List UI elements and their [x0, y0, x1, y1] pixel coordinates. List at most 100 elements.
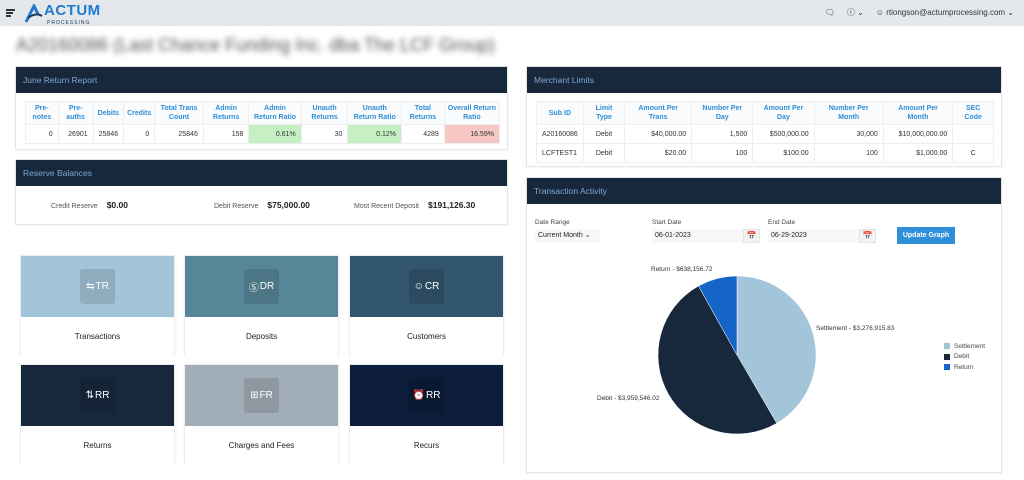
tile-abbr: TR: [95, 281, 109, 292]
table-cell: 4289: [401, 124, 445, 144]
table-cell: $1,000.00: [882, 143, 954, 163]
pie-slice-debit[interactable]: [657, 285, 778, 435]
tile-abbr: DR: [259, 281, 275, 292]
help-icon[interactable]: ⓘ ⌄: [846, 8, 864, 17]
tile-banner: ⊞ FR: [185, 365, 338, 426]
legend-swatch: [944, 364, 950, 371]
tile-label: Recurs: [350, 426, 503, 465]
pie-slice-settlement[interactable]: [736, 275, 817, 424]
pie-chart: [657, 275, 817, 435]
column-header: Total Trans Count: [154, 101, 204, 125]
column-header: Amount Per Trans: [624, 101, 693, 125]
logo[interactable]: ACTUM PROCESSING: [24, 3, 101, 26]
pie-label-return: Return - $638,156.72: [651, 266, 713, 273]
merchant-limits-table: Sub ID Limit Type Amount Per Trans Number P…: [536, 101, 994, 163]
column-header: Total Returns: [401, 101, 445, 125]
pie-slice-return[interactable]: [698, 275, 738, 356]
table-cell: 26901: [57, 124, 94, 144]
tile-label: Charges and Fees: [185, 426, 338, 465]
card-title: June Return Report: [16, 67, 507, 93]
debit-reserve-value: $75,000.00: [267, 200, 310, 210]
recent-deposit-label: Most Recent Deposit: [354, 203, 419, 210]
table-cell: $40,000.00: [624, 124, 693, 144]
table-cell: 0: [25, 124, 59, 144]
date-range-select[interactable]: Current Month ⌄: [535, 229, 600, 243]
tile-badge: ☺ CR: [409, 269, 444, 304]
tile-banner: ☺ CR: [350, 256, 503, 317]
tile-deposits[interactable]: Ⓢ DR Deposits: [184, 255, 339, 356]
table-cell: $10,000,000.00: [882, 124, 954, 144]
end-date-value: 06-29-2023: [771, 232, 807, 239]
table-cell: 0: [123, 124, 156, 144]
tile-returns[interactable]: ⇅ RR Returns: [20, 364, 175, 465]
chat-icon[interactable]: 🗨: [824, 8, 835, 17]
legend-item[interactable]: Debit: [944, 352, 985, 363]
table-cell: LCFTEST1: [536, 143, 584, 163]
column-header: SEC Code: [952, 101, 994, 125]
table-cell: 16.59%: [443, 124, 501, 144]
table-cell: 0.12%: [347, 124, 403, 144]
end-date-input[interactable]: 06-29-2023 📅: [768, 229, 876, 243]
table-cell: Debit: [582, 143, 626, 163]
alarm-clock-icon: ⏰: [412, 390, 425, 401]
table-cell: $500,000.00: [752, 124, 815, 144]
table-cell: [952, 124, 994, 144]
tile-label: Customers: [350, 317, 503, 356]
tile-badge: Ⓢ DR: [244, 269, 279, 304]
credit-reserve-value: $0.00: [106, 200, 128, 210]
menu-icon[interactable]: [6, 9, 15, 17]
update-graph-button[interactable]: Update Graph: [897, 227, 955, 244]
column-header: Amount Per Day: [752, 101, 815, 125]
calendar-icon[interactable]: 📅: [859, 229, 876, 243]
plus-square-icon: ⊞: [250, 390, 259, 401]
tile-recurs[interactable]: ⏰ RR Recurs: [349, 364, 504, 465]
column-header: Pre-notes: [25, 101, 59, 125]
tile-banner: Ⓢ DR: [185, 256, 338, 317]
legend-swatch: [944, 353, 950, 360]
column-header: Debits: [92, 101, 125, 125]
calendar-icon[interactable]: 📅: [743, 229, 760, 243]
end-date-label: End Date: [768, 219, 796, 226]
table-cell: 1,500: [691, 124, 754, 144]
column-header: Number Per Day: [691, 101, 754, 125]
top-bar: ACTUM PROCESSING 🗨 ⓘ ⌄ ☺ rtiongson@actump…: [0, 0, 1024, 26]
start-date-value: 06-01-2023: [655, 232, 691, 239]
merchant-limits-card: Merchant Limits Sub ID Limit Type Amount P…: [526, 66, 1002, 167]
column-header: Unauth Returns: [300, 101, 349, 125]
tile-label: Transactions: [21, 317, 174, 356]
users-icon: ☺: [413, 281, 424, 292]
column-header: Overall Return Ratio: [443, 101, 501, 125]
column-header: Number Per Month: [813, 101, 884, 125]
column-header: Amount Per Month: [882, 101, 954, 125]
table-cell: A20160086: [536, 124, 584, 144]
start-date-input[interactable]: 06-01-2023 📅: [652, 229, 760, 243]
table-row: LCFTEST1 Debit $20.00 100 $100.00 100 $1,000.0…: [536, 143, 994, 163]
table-cell: 25846: [154, 124, 204, 144]
credit-reserve-label: Credit Reserve: [51, 203, 98, 210]
date-range-value: Current Month: [538, 232, 583, 239]
tile-customers[interactable]: ☺ CR Customers: [349, 255, 504, 356]
card-title: Reserve Balances: [16, 160, 507, 186]
table-cell: 25846: [92, 124, 125, 144]
table-cell: C: [952, 143, 994, 163]
recent-deposit-value: $191,126.30: [427, 200, 476, 210]
logo-mark-icon: [24, 3, 43, 23]
user-menu[interactable]: ☺ rtiongson@actumprocessing.com ⌄: [875, 8, 1014, 17]
legend-label: Debit: [954, 353, 970, 361]
column-header: Admin Returns: [202, 101, 250, 125]
tile-charges-and-fees[interactable]: ⊞ FR Charges and Fees: [184, 364, 339, 465]
table-row: A20160086 Debit $40,000.00 1,500 $500,000.00…: [536, 124, 994, 144]
column-header: Limit Type: [582, 101, 626, 125]
tile-abbr: CR: [424, 281, 440, 292]
legend-item[interactable]: Settlement: [944, 341, 985, 352]
tile-badge: ⊞ FR: [244, 378, 279, 413]
tile-abbr: RR: [94, 390, 110, 401]
table-cell: 30: [300, 124, 349, 144]
legend-label: Settlement: [954, 342, 986, 350]
legend-item[interactable]: Return: [944, 362, 985, 373]
table-cell: $100.00: [752, 143, 815, 163]
table-row: 0 26901 25846 0 25846 158 0.61% 30 0.12% 4289 16.5…: [25, 124, 501, 144]
table-cell: 100: [691, 143, 754, 163]
tile-transactions[interactable]: ⇆ TR Transactions: [20, 255, 175, 356]
tile-banner: ⇆ TR: [21, 256, 174, 317]
